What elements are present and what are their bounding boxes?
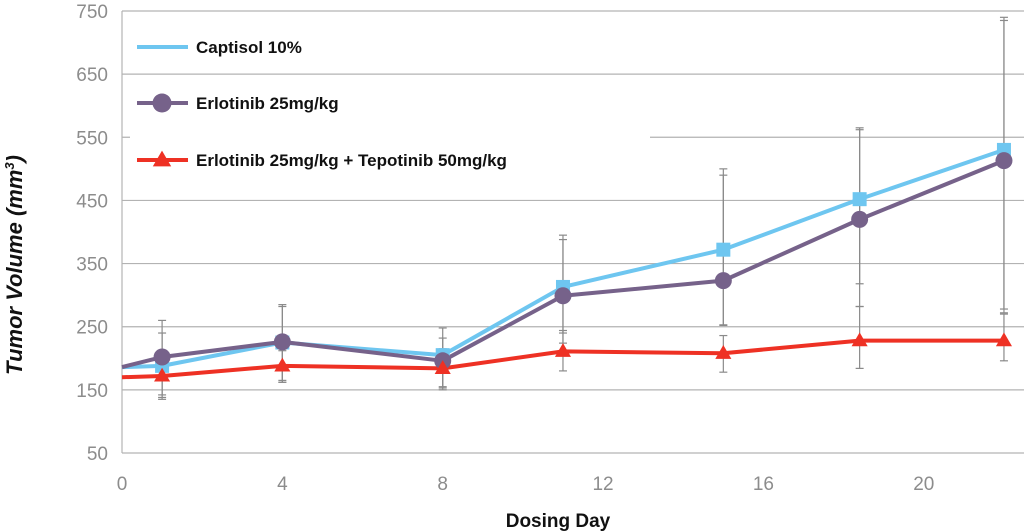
legend-bg-0 [130, 23, 650, 71]
x-tick-label-16: 16 [753, 474, 774, 495]
data-point-s0-6 [852, 192, 867, 207]
data-point-s1-5 [714, 272, 732, 290]
series-line-1 [121, 158, 1005, 370]
legend-marker-1 [152, 93, 172, 113]
data-point-s1-2 [273, 333, 291, 351]
data-point-s2-6 [851, 332, 868, 347]
y-tick-label-750: 750 [76, 2, 108, 23]
legend-bg-2 [130, 136, 650, 184]
legend-label-1: Erlotinib 25mg/kg [196, 94, 339, 113]
data-point-s1-7 [995, 152, 1013, 170]
x-tick-label-12: 12 [592, 474, 613, 495]
legend-bg-1 [130, 79, 650, 127]
x-axis-title: Dosing Day [506, 511, 611, 532]
data-point-s2-7 [995, 332, 1013, 347]
data-point-s1-4 [554, 287, 572, 305]
series-line-2 [121, 338, 1004, 380]
data-point-s1-1 [153, 348, 171, 366]
y-tick-label-350: 350 [76, 255, 108, 276]
y-tick-label-50: 50 [87, 444, 108, 465]
legend-label-0: Captisol 10% [196, 38, 302, 57]
y-tick-label-250: 250 [76, 318, 108, 339]
x-tick-label-0: 0 [117, 474, 128, 495]
legend-marker-2 [152, 150, 172, 167]
data-point-s2-2 [274, 357, 291, 372]
data-point-s0-5 [716, 242, 731, 257]
y-axis-title-sup: 3 [2, 162, 17, 170]
series-line-0 [121, 148, 1005, 370]
data-point-s1-6 [851, 210, 869, 228]
y-tick-label-650: 650 [76, 65, 108, 86]
y-tick-label-450: 450 [76, 191, 108, 212]
data-point-s2-4 [554, 343, 572, 357]
data-point-s2-1 [154, 367, 171, 382]
x-tick-label-20: 20 [913, 474, 934, 495]
x-tick-label-4: 4 [277, 474, 288, 495]
y-axis-title-close: ) [2, 155, 27, 164]
x-tick-label-8: 8 [437, 474, 448, 495]
data-point-s2-5 [715, 344, 732, 359]
y-tick-label-550: 550 [76, 128, 108, 149]
data-point-s2-3 [434, 360, 451, 374]
y-axis-title-main: Tumor Volume (mm [2, 170, 27, 375]
y-tick-label-150: 150 [76, 381, 108, 402]
legend-label-2: Erlotinib 25mg/kg + Tepotinib 50mg/kg [196, 151, 507, 170]
y-axis-title: Tumor Volume (mm3) [2, 155, 27, 375]
